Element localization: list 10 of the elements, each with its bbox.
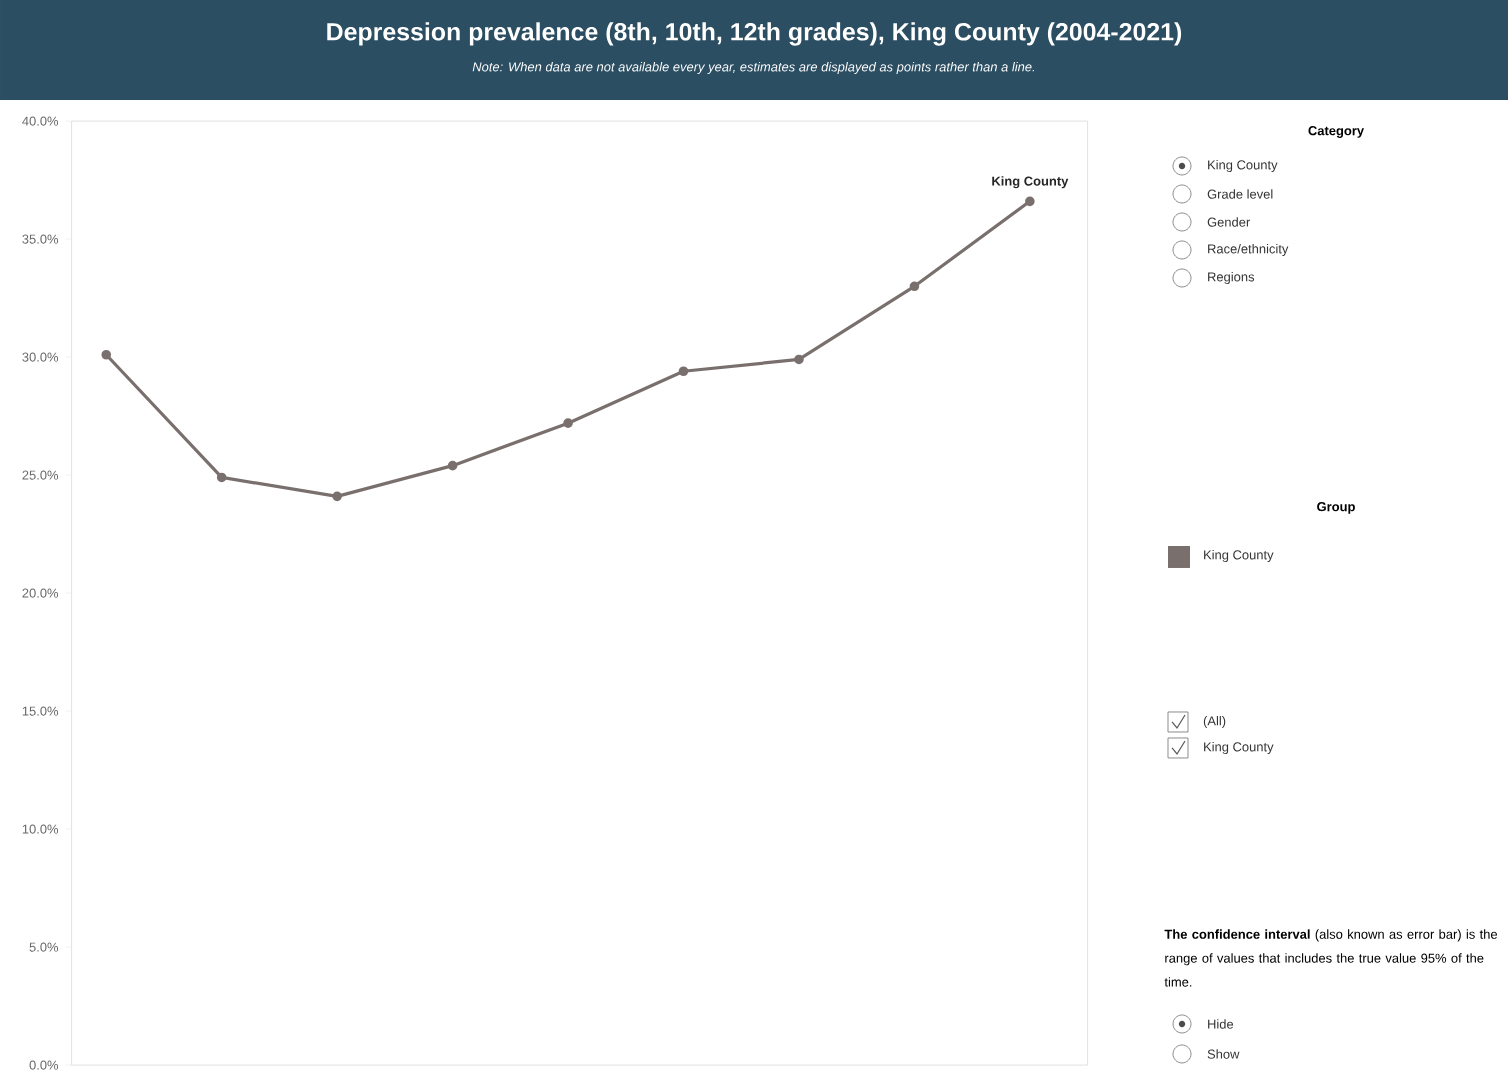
point bbox=[332, 491, 342, 502]
point bbox=[563, 418, 573, 428]
point bbox=[101, 349, 112, 360]
point bbox=[447, 460, 458, 471]
chart-title: Depression prevalence (8th, 10th, 12th grades), King County (2004-2021) bbox=[327, 22, 1182, 46]
point bbox=[1025, 196, 1035, 207]
point bbox=[216, 472, 227, 483]
point bbox=[794, 354, 804, 365]
point bbox=[909, 281, 920, 292]
point bbox=[678, 366, 689, 377]
